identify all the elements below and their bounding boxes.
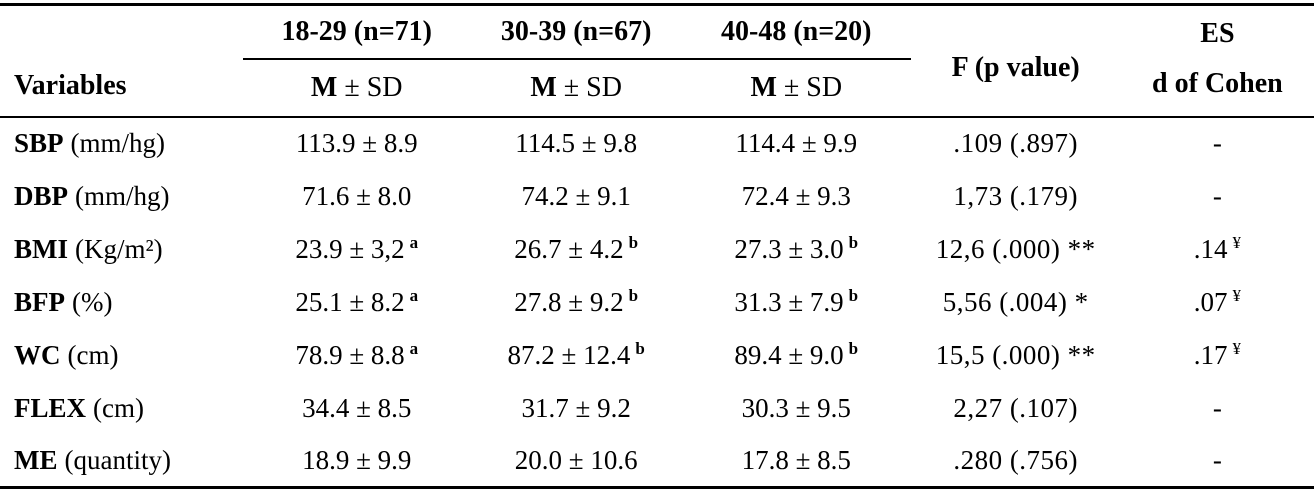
msd-cell: 74.2 ± 9.1 xyxy=(521,180,631,211)
msd-cell: 20.0 ± 10.6 xyxy=(514,444,638,475)
msd-cell: 26.7 ± 4.2 b xyxy=(514,232,639,264)
f-pvalue-cell: 12,6 (.000) ** xyxy=(935,233,1096,264)
es-label: ES xyxy=(1200,18,1235,49)
effect-size-cell: - xyxy=(1212,180,1222,211)
table-row-flex: FLEX (cm) 34.4 ± 8.5 31.7 ± 9.2 30.3 ± 9.… xyxy=(0,382,1314,435)
msd-cell: 17.8 ± 8.5 xyxy=(741,444,851,475)
msd-cell: 71.6 ± 8.0 xyxy=(302,180,412,211)
group-header-30-39: 30-39 (n=67) xyxy=(470,4,682,60)
msd-cell: 18.9 ± 9.9 xyxy=(302,444,412,475)
msd-cell: 34.4 ± 8.5 xyxy=(302,392,412,423)
f-pvalue-cell: 5,56 (.004) * xyxy=(942,286,1089,317)
msd-cell: 27.3 ± 3.0 b xyxy=(734,232,859,264)
msd-cell: 31.3 ± 7.9 b xyxy=(734,285,859,317)
msd-subheader-3: M ± SD xyxy=(681,58,911,118)
anova-descriptives-table: Variables 18-29 (n=71) 30-39 (n=67) 40-4… xyxy=(0,3,1314,489)
table-row-dbp: DBP (mm/hg) 71.6 ± 8.0 74.2 ± 9.1 72.4 ± … xyxy=(0,170,1314,223)
variable-cell: WC (cm) xyxy=(14,339,119,370)
effect-size-cell: .17 ¥ xyxy=(1193,338,1242,370)
msd-cell: 78.9 ± 8.8 a xyxy=(295,338,419,370)
f-pvalue-column-header: F (p value) xyxy=(910,4,1121,118)
table-row-bfp: BFP (%) 25.1 ± 8.2 a 27.8 ± 9.2 b 31.3 ± 7.… xyxy=(0,276,1314,329)
msd-cell: 72.4 ± 9.3 xyxy=(741,180,851,211)
cohen-d-label: d of Cohen xyxy=(1152,68,1283,99)
variable-cell: FLEX (cm) xyxy=(14,392,144,423)
table-row-me: ME (quantity) 18.9 ± 9.9 20.0 ± 10.6 17.8… xyxy=(0,435,1314,488)
variable-cell: BFP (%) xyxy=(14,286,113,317)
effect-size-column-header: ES d of Cohen xyxy=(1120,4,1314,118)
msd-cell: 89.4 ± 9.0 b xyxy=(734,338,859,370)
table-row-sbp: SBP (mm/hg) 113.9 ± 8.9 114.5 ± 9.8 114.4… xyxy=(0,117,1314,170)
msd-cell: 31.7 ± 9.2 xyxy=(521,392,631,423)
f-pvalue-cell: 15,5 (.000) ** xyxy=(935,339,1096,370)
msd-cell: 114.5 ± 9.8 xyxy=(515,128,638,158)
msd-cell: 87.2 ± 12.4 b xyxy=(507,338,645,370)
variable-cell: BMI (Kg/m²) xyxy=(14,233,163,264)
msd-subheader-2: M ± SD xyxy=(470,58,682,118)
group-header-40-48: 40-48 (n=20) xyxy=(681,4,911,60)
f-pvalue-cell: .280 (.756) xyxy=(953,444,1079,475)
effect-size-cell: .14 ¥ xyxy=(1193,232,1242,264)
table-row-wc: WC (cm) 78.9 ± 8.8 a 87.2 ± 12.4 b 89.4 ± 9… xyxy=(0,329,1314,382)
msd-cell: 113.9 ± 8.9 xyxy=(295,128,418,158)
f-pvalue-cell: 1,73 (.179) xyxy=(953,180,1079,211)
msd-subheader-1: M ± SD xyxy=(243,58,471,118)
table-row-bmi: BMI (Kg/m²) 23.9 ± 3,2 a 26.7 ± 4.2 b 27.3 … xyxy=(0,223,1314,276)
table-header: Variables 18-29 (n=71) 30-39 (n=67) 40-4… xyxy=(0,4,1314,118)
table-body: SBP (mm/hg) 113.9 ± 8.9 114.5 ± 9.8 114.4… xyxy=(0,117,1314,488)
msd-cell: 27.8 ± 9.2 b xyxy=(514,285,639,317)
msd-cell: 23.9 ± 3,2 a xyxy=(295,232,419,264)
msd-cell: 114.4 ± 9.9 xyxy=(735,128,858,158)
variable-cell: SBP (mm/hg) xyxy=(14,128,166,158)
group-header-18-29: 18-29 (n=71) xyxy=(243,4,471,60)
f-pvalue-cell: .109 (.897) xyxy=(953,128,1079,158)
msd-cell: 25.1 ± 8.2 a xyxy=(295,285,419,317)
effect-size-cell: - xyxy=(1212,128,1222,158)
effect-size-cell: .07 ¥ xyxy=(1193,285,1242,317)
effect-size-cell: - xyxy=(1212,392,1222,423)
variable-cell: DBP (mm/hg) xyxy=(14,180,170,211)
variables-column-header: Variables xyxy=(0,4,244,118)
f-pvalue-cell: 2,27 (.107) xyxy=(953,392,1079,423)
msd-cell: 30.3 ± 9.5 xyxy=(741,392,851,423)
effect-size-cell: - xyxy=(1212,444,1222,475)
variable-cell: ME (quantity) xyxy=(14,444,171,475)
